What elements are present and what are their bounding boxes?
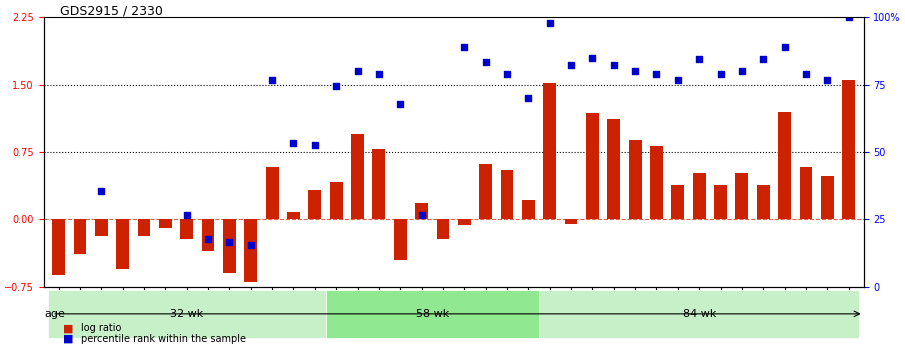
Point (286, 140, 300, 146)
Text: ■: ■ (63, 323, 74, 333)
Bar (223, 219, 236, 273)
FancyBboxPatch shape (326, 289, 539, 338)
Point (713, 71, 728, 77)
Bar (415, 203, 428, 219)
Point (201, 236, 215, 242)
Point (606, 62, 621, 68)
Bar (629, 140, 642, 219)
Text: log ratio: log ratio (81, 323, 122, 333)
Text: 58 wk: 58 wk (415, 309, 449, 319)
Text: 32 wk: 32 wk (170, 309, 204, 319)
Point (586, 55, 600, 60)
Bar (650, 146, 662, 219)
Point (265, 77, 280, 83)
Point (628, 68, 643, 74)
Point (799, 71, 814, 77)
Bar (778, 111, 791, 219)
Bar (244, 219, 257, 283)
Point (329, 83, 343, 89)
Bar (500, 170, 513, 219)
Point (671, 77, 685, 83)
Text: ■: ■ (63, 334, 74, 344)
Point (414, 212, 429, 218)
Bar (543, 83, 556, 219)
Bar (287, 212, 300, 219)
Point (94, 188, 109, 194)
Bar (394, 219, 406, 260)
FancyBboxPatch shape (48, 289, 326, 338)
Bar (480, 164, 492, 219)
Bar (351, 134, 364, 219)
Bar (757, 185, 769, 219)
Bar (309, 190, 321, 219)
Bar (821, 176, 834, 219)
Point (222, 239, 236, 245)
Point (820, 77, 834, 83)
Point (777, 44, 792, 50)
Point (350, 68, 365, 74)
Point (735, 68, 749, 74)
Point (756, 57, 770, 62)
Bar (95, 219, 108, 236)
Bar (138, 219, 150, 236)
Point (521, 95, 536, 101)
FancyBboxPatch shape (539, 289, 860, 338)
Bar (714, 185, 727, 219)
Bar (266, 167, 279, 219)
Bar (458, 219, 471, 225)
Point (542, 21, 557, 26)
Point (243, 242, 258, 247)
Bar (607, 119, 620, 219)
Bar (159, 219, 172, 228)
Point (564, 62, 578, 68)
Text: 84 wk: 84 wk (682, 309, 716, 319)
Bar (329, 182, 343, 219)
Point (479, 59, 493, 65)
Point (692, 57, 707, 62)
Bar (202, 219, 214, 251)
Point (842, 14, 856, 20)
Point (372, 71, 386, 77)
Bar (436, 219, 450, 239)
Bar (565, 219, 577, 224)
Bar (843, 80, 855, 219)
Point (649, 71, 663, 77)
Bar (586, 114, 599, 219)
Bar (672, 185, 684, 219)
Bar (736, 173, 748, 219)
Bar (73, 219, 86, 254)
Bar (693, 173, 706, 219)
Point (500, 71, 514, 77)
Point (308, 142, 322, 148)
Point (179, 212, 194, 218)
Text: GDS2915 / 2330: GDS2915 / 2330 (60, 4, 163, 17)
Text: age: age (44, 309, 65, 319)
Bar (799, 167, 813, 219)
Bar (52, 219, 65, 275)
Bar (373, 149, 386, 219)
Point (457, 44, 472, 50)
Bar (116, 219, 129, 269)
Point (393, 102, 407, 107)
Text: percentile rank within the sample: percentile rank within the sample (81, 334, 246, 344)
Bar (180, 219, 193, 239)
Bar (522, 200, 535, 219)
